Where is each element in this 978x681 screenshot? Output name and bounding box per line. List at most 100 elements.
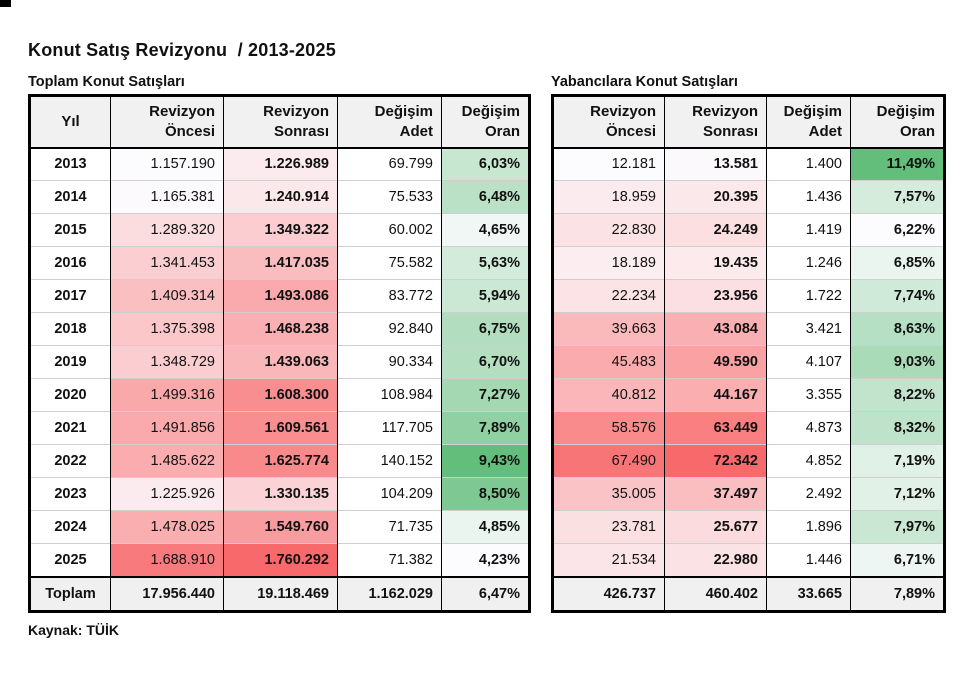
data-cell: 2022 xyxy=(54,453,87,469)
data-cell: 1.409.314 xyxy=(110,279,224,313)
table-row: 35.005 37.497 2.492 7,12% xyxy=(552,477,945,511)
data-cell: 1.688.910 xyxy=(110,543,224,577)
data-cell: 1.608.300 xyxy=(223,378,338,412)
data-cell: 8,50% xyxy=(441,477,530,511)
table-row: 2025 1.688.910 1.760.292 71.382 4,23% xyxy=(29,543,530,577)
column-header: Değişim Adet xyxy=(766,95,851,148)
data-cell: 6,03% xyxy=(441,147,530,181)
data-cell: 6,85% xyxy=(850,246,945,280)
data-cell: 6,71% xyxy=(850,543,945,577)
data-cell: 4,85% xyxy=(441,510,530,544)
data-cell: 1.240.914 xyxy=(223,180,338,214)
table-row: 58.576 63.449 4.873 8,32% xyxy=(552,411,945,445)
foreign-sales-title: Yabancılara Konut Satışları xyxy=(551,74,738,90)
data-cell: 2014 xyxy=(54,189,87,205)
tables-container: Toplam Konut Satışları Yıl Revizyon Önces… xyxy=(28,74,954,613)
data-cell: 2021 xyxy=(54,420,87,436)
foreign-sales-table: Revizyon Öncesi Revizyon Sonrası Değişim A… xyxy=(551,94,946,613)
data-cell: 6,75% xyxy=(441,312,530,346)
data-cell: 58.576 xyxy=(552,411,665,445)
data-cell: 75.582 xyxy=(337,246,442,280)
data-cell: 2015 xyxy=(54,222,87,238)
data-cell: 140.152 xyxy=(337,444,442,478)
data-cell: 1.760.292 xyxy=(223,543,338,577)
data-cell: 4,65% xyxy=(441,213,530,247)
total-cell: 460.402 xyxy=(664,576,767,612)
data-cell: 2023 xyxy=(54,486,87,502)
data-cell: 1.446 xyxy=(766,543,851,577)
data-cell: 2016 xyxy=(54,255,87,271)
column-header: Değişim Oran xyxy=(441,95,530,148)
data-cell: 5,94% xyxy=(441,279,530,313)
data-cell: 1.289.320 xyxy=(110,213,224,247)
table-row: 2015 1.289.320 1.349.322 60.002 4,65% xyxy=(29,213,530,247)
data-cell: 39.663 xyxy=(552,312,665,346)
table-row: 2020 1.499.316 1.608.300 108.984 7,27% xyxy=(29,378,530,412)
data-cell: 1.246 xyxy=(766,246,851,280)
data-cell: 4.852 xyxy=(766,444,851,478)
total-cell: 19.118.469 xyxy=(223,576,338,612)
data-cell: 104.209 xyxy=(337,477,442,511)
table-row: 2021 1.491.856 1.609.561 117.705 7,89% xyxy=(29,411,530,445)
total-cell: 6,47% xyxy=(441,576,530,612)
report-page: Konut Satış Revizyonu / 2013-2025 Toplam… xyxy=(28,40,954,638)
data-cell: 7,12% xyxy=(850,477,945,511)
data-cell: 12.181 xyxy=(552,147,665,181)
column-header: Revizyon Sonrası xyxy=(223,95,338,148)
data-cell: 9,43% xyxy=(441,444,530,478)
table-row: 22.830 24.249 1.419 6,22% xyxy=(552,213,945,247)
data-cell: 7,19% xyxy=(850,444,945,478)
data-cell: 7,89% xyxy=(441,411,530,445)
column-header: Revizyon Sonrası xyxy=(664,95,767,148)
data-cell: 18.959 xyxy=(552,180,665,214)
data-cell: 1.419 xyxy=(766,213,851,247)
table-row: 67.490 72.342 4.852 7,19% xyxy=(552,444,945,478)
data-cell: 4.873 xyxy=(766,411,851,445)
total-sales-table: Yıl Revizyon Öncesi Revizyon Sonrası Değişi… xyxy=(28,94,531,613)
data-cell: 2.492 xyxy=(766,477,851,511)
corner-artifact xyxy=(0,0,11,7)
data-cell: 45.483 xyxy=(552,345,665,379)
table-row: 2024 1.478.025 1.549.760 71.735 4,85% xyxy=(29,510,530,544)
column-header: Değişim Adet xyxy=(337,95,442,148)
data-cell: 7,57% xyxy=(850,180,945,214)
data-cell: 71.735 xyxy=(337,510,442,544)
data-cell: 1.549.760 xyxy=(223,510,338,544)
data-cell: 2024 xyxy=(54,519,87,535)
table-row: 2014 1.165.381 1.240.914 75.533 6,48% xyxy=(29,180,530,214)
data-cell: 23.956 xyxy=(664,279,767,313)
data-cell: 72.342 xyxy=(664,444,767,478)
data-cell: 1.225.926 xyxy=(110,477,224,511)
column-header: Yıl xyxy=(29,95,111,148)
source-note: Kaynak: TÜİK xyxy=(28,622,120,638)
data-cell: 5,63% xyxy=(441,246,530,280)
table-row: 21.534 22.980 1.446 6,71% xyxy=(552,543,945,577)
data-cell: 75.533 xyxy=(337,180,442,214)
data-cell: 11,49% xyxy=(850,147,945,181)
data-cell: 2020 xyxy=(54,387,87,403)
data-cell: 8,63% xyxy=(850,312,945,346)
total-cell: 33.665 xyxy=(766,576,851,612)
total-cell: 426.737 xyxy=(552,576,665,612)
data-cell: 83.772 xyxy=(337,279,442,313)
total-sales-title: Toplam Konut Satışları xyxy=(28,74,185,90)
data-cell: 1.400 xyxy=(766,147,851,181)
page-title: Konut Satış Revizyonu / 2013-2025 xyxy=(28,40,336,60)
data-cell: 1.436 xyxy=(766,180,851,214)
total-cell: 7,89% xyxy=(850,576,945,612)
data-cell: 117.705 xyxy=(337,411,442,445)
data-cell: 44.167 xyxy=(664,378,767,412)
data-cell: 35.005 xyxy=(552,477,665,511)
data-cell: 1.439.063 xyxy=(223,345,338,379)
data-cell: 1.499.316 xyxy=(110,378,224,412)
data-cell: 22.234 xyxy=(552,279,665,313)
data-cell: 1.375.398 xyxy=(110,312,224,346)
data-cell: 40.812 xyxy=(552,378,665,412)
data-cell: 1.609.561 xyxy=(223,411,338,445)
data-cell: 1.157.190 xyxy=(110,147,224,181)
table-row: 23.781 25.677 1.896 7,97% xyxy=(552,510,945,544)
data-cell: 90.334 xyxy=(337,345,442,379)
total-row: 426.737 460.402 33.665 7,89% xyxy=(552,576,945,612)
data-cell: 3.421 xyxy=(766,312,851,346)
data-cell: 1.722 xyxy=(766,279,851,313)
